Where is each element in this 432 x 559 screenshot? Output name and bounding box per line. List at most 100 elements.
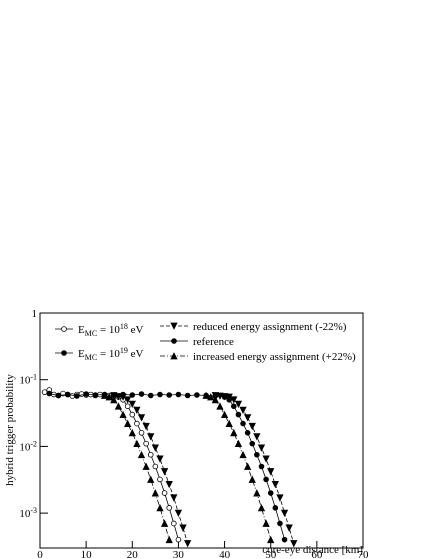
data-point: [83, 391, 89, 397]
data-point: [234, 400, 243, 409]
data-point: [194, 392, 200, 398]
data-point: [74, 393, 80, 399]
data-point: [165, 480, 173, 489]
data-point: [105, 393, 113, 401]
data-point: [281, 536, 288, 543]
data-point: [160, 519, 169, 527]
data-point: [151, 489, 160, 497]
data-point: [184, 392, 191, 399]
data-point: [165, 535, 173, 544]
data-point: [220, 393, 229, 401]
data-point: [160, 468, 169, 476]
data-point: [170, 494, 178, 502]
data-point: [119, 410, 127, 418]
legend-marker: [61, 326, 67, 332]
x-tick-label: 0: [37, 549, 43, 559]
data-point: [175, 391, 182, 398]
data-point: [272, 505, 279, 511]
data-point: [124, 396, 132, 404]
data-point: [276, 494, 284, 502]
data-point: [220, 410, 229, 418]
data-point: [120, 391, 126, 398]
data-point: [239, 450, 247, 459]
y-tick-label: 10-3​: [19, 506, 37, 520]
legend-label: reduced energy assignment (-22%): [193, 321, 347, 333]
x-tick-label: 10: [81, 549, 93, 559]
data-point: [124, 403, 131, 410]
data-point: [142, 422, 150, 431]
data-point: [110, 395, 118, 404]
data-point: [225, 419, 233, 427]
data-point: [138, 391, 145, 397]
data-point: [249, 440, 256, 447]
data-point: [184, 540, 192, 548]
data-point: [277, 520, 283, 527]
data-point: [234, 439, 243, 448]
y-tick-label: 10-1​: [19, 373, 37, 387]
plot-frame: [39, 312, 364, 549]
y-axis-label: hybrid trigger probability: [4, 374, 16, 486]
data-point: [230, 396, 238, 404]
data-point: [147, 392, 154, 399]
data-point: [239, 406, 247, 415]
data-point: [231, 403, 237, 410]
data-point: [174, 509, 183, 518]
data-point: [216, 402, 224, 410]
data-point: [138, 429, 145, 436]
data-point: [55, 392, 62, 399]
x-tick-label: 30: [173, 549, 185, 559]
data-point: [156, 503, 164, 512]
data-point: [137, 414, 146, 422]
data-point: [253, 489, 261, 497]
data-point: [114, 402, 123, 410]
data-point: [128, 400, 136, 409]
legend-marker: [170, 322, 178, 330]
data-point: [147, 475, 155, 483]
y-tick-label: 10-2​: [19, 439, 37, 453]
data-point: [271, 480, 279, 489]
data-point: [46, 390, 53, 397]
data-point: [254, 451, 260, 458]
data-point: [101, 391, 108, 398]
data-point: [92, 392, 99, 398]
data-point: [179, 524, 187, 532]
legend-label: reference: [193, 336, 234, 348]
data-point: [262, 519, 270, 527]
x-tick-label: 20: [127, 549, 139, 559]
data-point: [151, 444, 160, 452]
legend-label: increased energy assignment (+22%): [193, 351, 356, 363]
data-point: [133, 439, 141, 448]
data-point: [171, 520, 177, 527]
data-point: [253, 433, 261, 441]
data-point: [267, 535, 275, 544]
data-point: [290, 540, 298, 548]
data-point: [258, 463, 265, 470]
legend-label: EMC​ = 1018​ eV: [78, 322, 144, 338]
data-point: [235, 411, 242, 418]
x-tick-label: 40: [219, 549, 231, 559]
data-point: [230, 428, 238, 437]
data-point: [166, 505, 173, 511]
x-axis-label: core-eye distance [km]: [262, 544, 363, 556]
x-tick-label: 60: [311, 549, 323, 559]
legend-marker: [170, 352, 178, 360]
data-point: [128, 428, 136, 437]
data-point: [257, 444, 266, 452]
data-point: [175, 536, 182, 543]
data-point: [240, 420, 246, 427]
data-point: [152, 463, 159, 470]
data-point: [202, 391, 210, 399]
data-point: [262, 455, 270, 463]
data-point: [147, 433, 155, 441]
data-point: [129, 392, 136, 398]
data-point: [41, 389, 48, 395]
data-point: [267, 468, 275, 476]
legend-marker: [171, 338, 177, 344]
data-point: [207, 393, 215, 401]
data-point: [142, 462, 150, 470]
data-point: [129, 411, 136, 418]
data-point: [156, 455, 164, 463]
legend-marker: [61, 350, 67, 356]
legend-label: EMC​ = 1019​ eV: [78, 346, 144, 362]
